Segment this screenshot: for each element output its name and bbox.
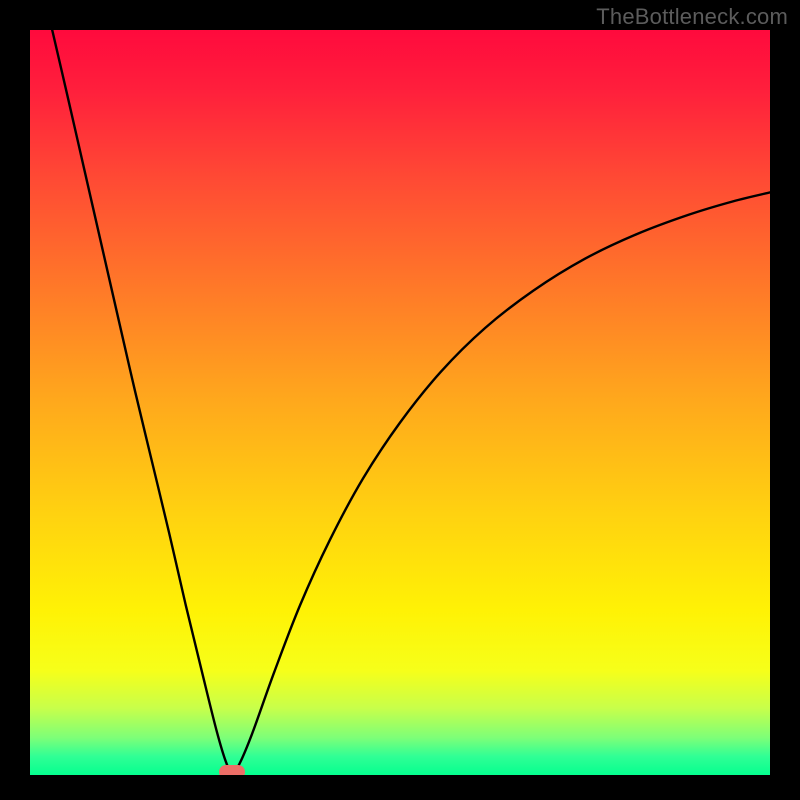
chart-plot-area [30, 30, 770, 775]
bottleneck-curve [52, 30, 770, 772]
chart-frame: TheBottleneck.com [0, 0, 800, 800]
chart-curve-layer [30, 30, 770, 775]
chart-minimum-marker [219, 765, 245, 775]
watermark-text: TheBottleneck.com [596, 4, 788, 30]
